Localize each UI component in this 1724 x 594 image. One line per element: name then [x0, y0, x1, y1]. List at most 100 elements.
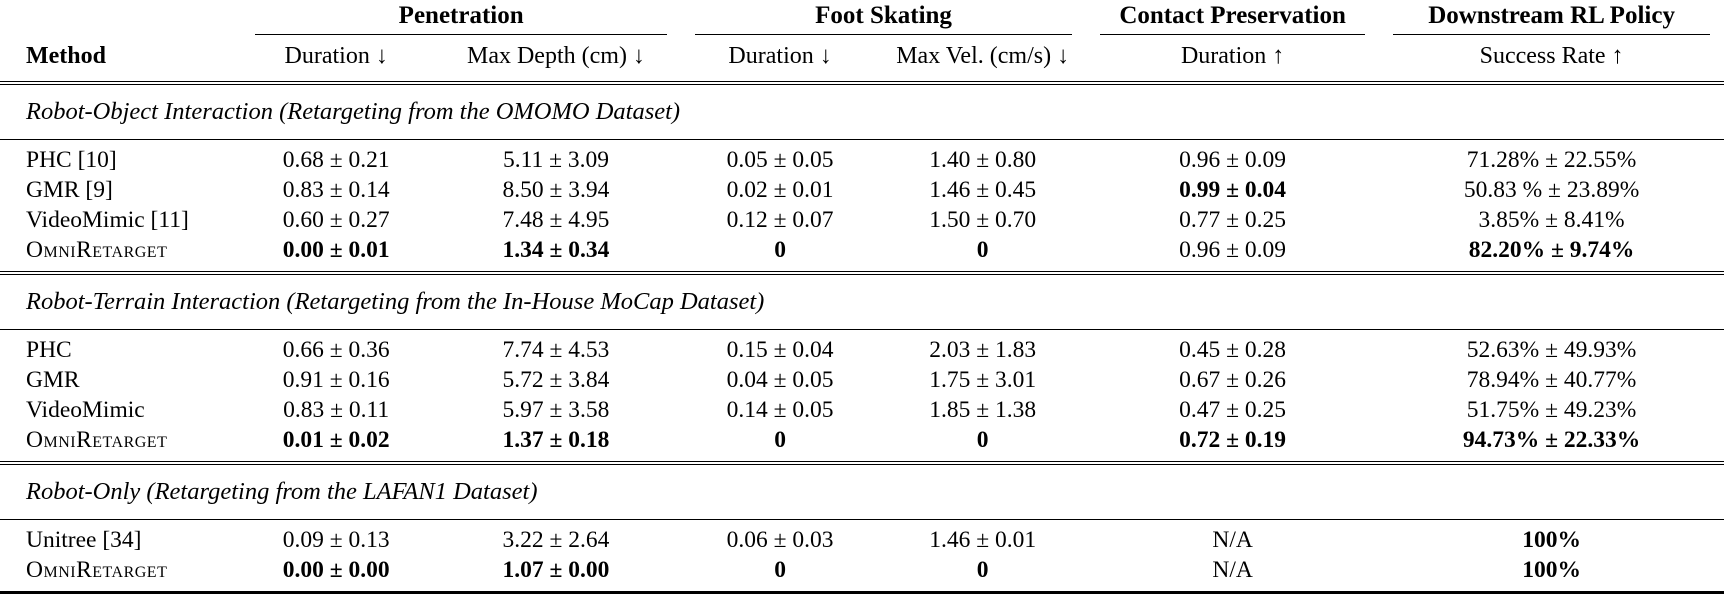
method-cell: OmniRetarget [0, 235, 242, 275]
table-row: Unitree [34] 0.09 ± 0.13 3.22 ± 2.64 0.0… [0, 520, 1724, 556]
value-cell: 0 [879, 555, 1087, 594]
value-cell: 0.45 ± 0.28 [1179, 337, 1287, 363]
value-cell: 0.83 ± 0.11 [283, 397, 390, 423]
column-header-max-vel: Max Vel. (cm/s) ↓ [879, 35, 1087, 85]
value-cell: 0.04 ± 0.05 [726, 367, 834, 393]
value-cell: 0 [879, 425, 1087, 465]
value-cell: 51.75% ± 49.23% [1466, 397, 1637, 423]
value-cell: 0.68 ± 0.21 [282, 147, 390, 173]
value-cell: 7.48 ± 4.95 [502, 207, 610, 233]
method-cell: Unitree [34] [26, 527, 142, 553]
value-cell: 100% [1379, 555, 1724, 594]
method-cell: GMR [26, 367, 80, 393]
table-row: PHC [10] 0.68 ± 0.21 5.11 ± 3.09 0.05 ± … [0, 140, 1724, 176]
value-cell: 2.03 ± 1.83 [929, 337, 1037, 363]
column-header-max-depth: Max Depth (cm) ↓ [430, 35, 681, 85]
table-row: VideoMimic [11] 0.60 ± 0.27 7.48 ± 4.95 … [0, 205, 1724, 235]
column-group-label: Contact Preservation [1100, 1, 1366, 35]
value-cell: N/A [1086, 555, 1380, 594]
table-row: PHC 0.66 ± 0.36 7.74 ± 4.53 0.15 ± 0.04 … [0, 330, 1724, 366]
table-row: GMR 0.91 ± 0.16 5.72 ± 3.84 0.04 ± 0.05 … [0, 365, 1724, 395]
value-cell: 0.01 ± 0.02 [241, 425, 431, 465]
value-cell: 0.72 ± 0.19 [1086, 425, 1380, 465]
value-cell: 100% [1522, 527, 1581, 553]
section-title: Robot-Object Interaction (Retargeting fr… [0, 83, 1724, 140]
column-group-downstream-rl-policy: Downstream RL Policy [1379, 0, 1724, 35]
section-heading-robot-only: Robot-Only (Retargeting from the LAFAN1 … [0, 463, 1724, 520]
method-cell: OmniRetarget [0, 425, 242, 465]
value-cell: 0.67 ± 0.26 [1179, 367, 1287, 393]
method-cell: PHC [10] [26, 147, 117, 173]
value-cell: 0.99 ± 0.04 [1179, 177, 1287, 203]
value-cell: 1.37 ± 0.18 [430, 425, 681, 465]
method-cell: GMR [9] [26, 177, 113, 203]
value-cell: 0.47 ± 0.25 [1179, 397, 1287, 423]
value-cell: 0 [680, 235, 880, 275]
value-cell: 3.85% ± 8.41% [1478, 207, 1625, 233]
value-cell: 0 [879, 235, 1087, 275]
method-cell: PHC [26, 337, 72, 363]
value-cell: 1.50 ± 0.70 [929, 207, 1037, 233]
value-cell: 0.83 ± 0.14 [282, 177, 390, 203]
value-cell: 1.46 ± 0.01 [929, 527, 1037, 553]
column-header-method: Method [0, 35, 242, 85]
column-group-label: Downstream RL Policy [1393, 1, 1710, 35]
section-heading-robot-object: Robot-Object Interaction (Retargeting fr… [0, 83, 1724, 140]
value-cell: 0.00 ± 0.01 [241, 235, 431, 275]
value-cell: 78.94% ± 40.77% [1466, 367, 1637, 393]
method-group-spacer [0, 0, 241, 35]
method-cell: VideoMimic [11] [26, 207, 189, 233]
table-row: OmniRetarget 0.01 ± 0.02 1.37 ± 0.18 0 0… [0, 425, 1724, 465]
table-row: OmniRetarget 0.00 ± 0.00 1.07 ± 0.00 0 0… [0, 555, 1724, 594]
column-header-row: Method Duration ↓ Max Depth (cm) ↓ Durat… [0, 35, 1724, 85]
value-cell: 0.77 ± 0.25 [1179, 207, 1287, 233]
method-cell: VideoMimic [26, 397, 145, 423]
value-cell: 8.50 ± 3.94 [502, 177, 610, 203]
value-cell: 1.40 ± 0.80 [929, 147, 1037, 173]
value-cell: 82.20% ± 9.74% [1379, 235, 1724, 275]
column-group-label: Foot Skating [694, 1, 1073, 35]
section-heading-robot-terrain: Robot-Terrain Interaction (Retargeting f… [0, 273, 1724, 330]
column-group-label: Penetration [255, 1, 667, 35]
value-cell: 0.96 ± 0.09 [1086, 235, 1380, 275]
value-cell: 71.28% ± 22.55% [1466, 147, 1637, 173]
value-cell: 0.96 ± 0.09 [1179, 147, 1287, 173]
table-row: GMR [9] 0.83 ± 0.14 8.50 ± 3.94 0.02 ± 0… [0, 175, 1724, 205]
column-header-penetration-duration: Duration ↓ [241, 35, 431, 85]
value-cell: 50.83 % ± 23.89% [1463, 177, 1640, 203]
value-cell: 1.75 ± 3.01 [929, 367, 1037, 393]
value-cell: 1.07 ± 0.00 [430, 555, 681, 594]
value-cell: 0.14 ± 0.05 [726, 397, 834, 423]
value-cell: 0.00 ± 0.00 [241, 555, 431, 594]
column-group-foot-skating: Foot Skating [681, 0, 1086, 35]
section-title: Robot-Terrain Interaction (Retargeting f… [0, 273, 1724, 330]
value-cell: 0.66 ± 0.36 [282, 337, 390, 363]
value-cell: N/A [1212, 527, 1253, 553]
table-row: OmniRetarget 0.00 ± 0.01 1.34 ± 0.34 0 0… [0, 235, 1724, 275]
value-cell: 0.12 ± 0.07 [726, 207, 834, 233]
value-cell: 94.73% ± 22.33% [1379, 425, 1724, 465]
value-cell: 0.06 ± 0.03 [726, 527, 834, 553]
column-header-success-rate: Success Rate ↑ [1379, 35, 1724, 85]
value-cell: 0.05 ± 0.05 [726, 147, 834, 173]
value-cell: 5.97 ± 3.58 [502, 397, 610, 423]
column-group-penetration: Penetration [241, 0, 681, 35]
column-header-contact-duration: Duration ↑ [1086, 35, 1380, 85]
value-cell: 52.63% ± 49.93% [1466, 337, 1637, 363]
value-cell: 3.22 ± 2.64 [502, 527, 610, 553]
value-cell: 0.60 ± 0.27 [282, 207, 390, 233]
method-cell: OmniRetarget [0, 555, 242, 594]
value-cell: 0 [680, 555, 880, 594]
value-cell: 0.02 ± 0.01 [726, 177, 834, 203]
value-cell: 1.85 ± 1.38 [929, 397, 1037, 423]
value-cell: 0.15 ± 0.04 [726, 337, 834, 363]
section-title: Robot-Only (Retargeting from the LAFAN1 … [0, 463, 1724, 520]
value-cell: 0.09 ± 0.13 [282, 527, 390, 553]
value-cell: 5.11 ± 3.09 [502, 147, 609, 173]
value-cell: 7.74 ± 4.53 [502, 337, 610, 363]
value-cell: 5.72 ± 3.84 [502, 367, 610, 393]
value-cell: 0.91 ± 0.16 [282, 367, 390, 393]
column-group-header-row: Penetration Foot Skating Contact Preserv… [0, 0, 1724, 35]
